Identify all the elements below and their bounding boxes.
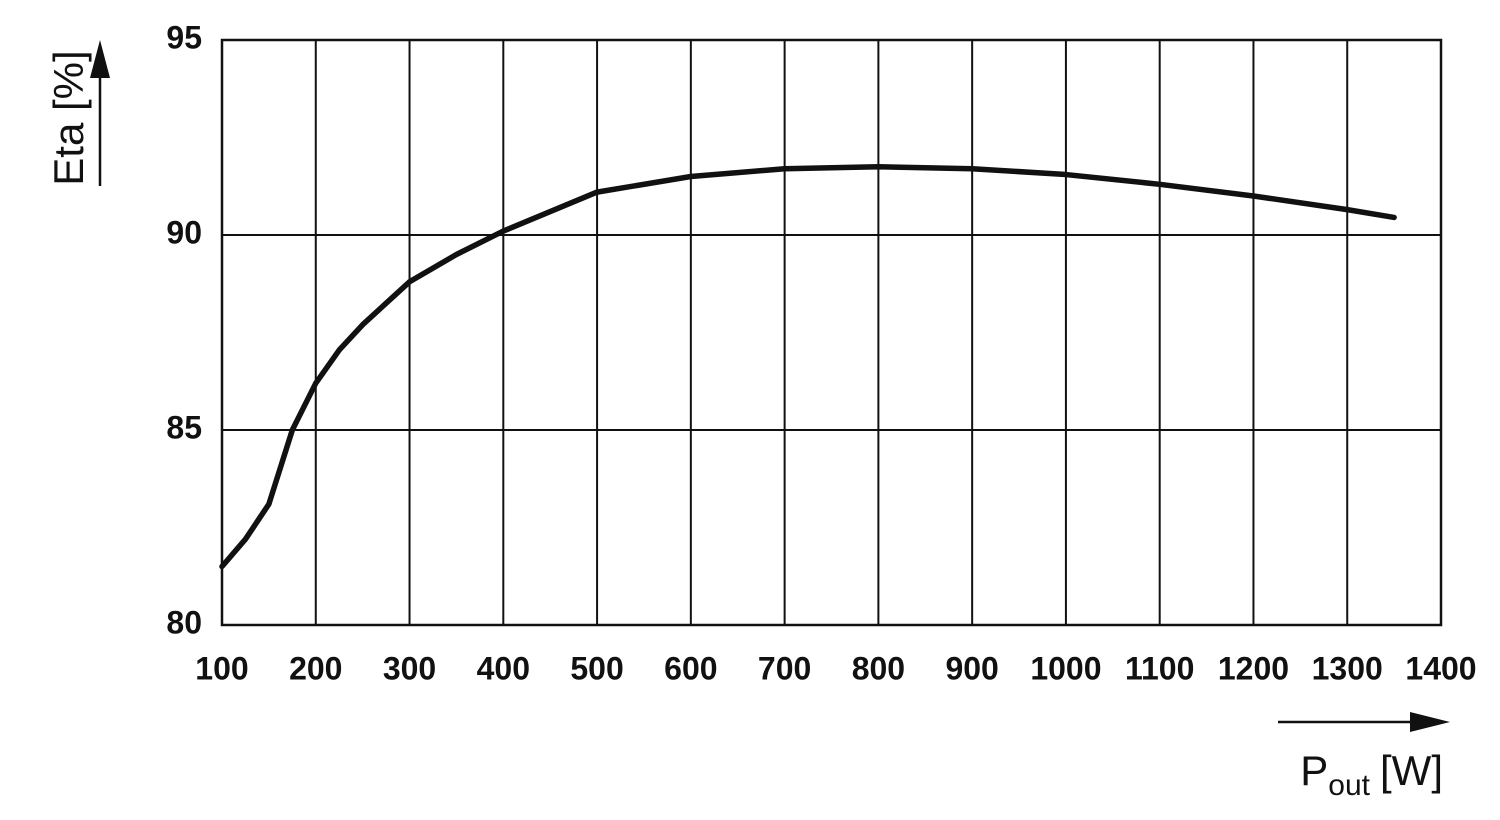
x-tick-label: 900 — [945, 650, 998, 686]
x-label-sub: out — [1328, 769, 1370, 802]
x-tick-label: 100 — [195, 650, 248, 686]
x-tick-label: 1300 — [1312, 650, 1383, 686]
x-label-main: P — [1300, 747, 1328, 794]
x-tick-label: 700 — [758, 650, 811, 686]
x-tick-label: 400 — [477, 650, 530, 686]
x-axis-label: Pout [W] — [1300, 747, 1443, 802]
x-tick-label: 300 — [383, 650, 436, 686]
y-tick-label: 80 — [166, 604, 202, 640]
data-line — [219, 164, 1397, 570]
x-tick-label: 1200 — [1218, 650, 1289, 686]
y-tick-label: 95 — [166, 19, 202, 55]
x-tick-label: 1400 — [1405, 650, 1476, 686]
y-arrowhead — [90, 40, 110, 78]
x-tick-label: 800 — [852, 650, 905, 686]
y-tick-label: 90 — [166, 214, 202, 250]
plot-border — [220, 38, 1443, 627]
x-arrowhead — [1410, 712, 1450, 732]
x-label-unit: [W] — [1380, 747, 1443, 794]
y-axis-label: Eta [%] — [45, 50, 92, 185]
x-tick-label: 500 — [570, 650, 623, 686]
x-tick-label: 1000 — [1030, 650, 1101, 686]
x-tick-label: 200 — [289, 650, 342, 686]
x-tick-label: 1100 — [1125, 650, 1194, 686]
y-tick-label: 85 — [166, 409, 202, 445]
x-tick-label: 600 — [664, 650, 717, 686]
